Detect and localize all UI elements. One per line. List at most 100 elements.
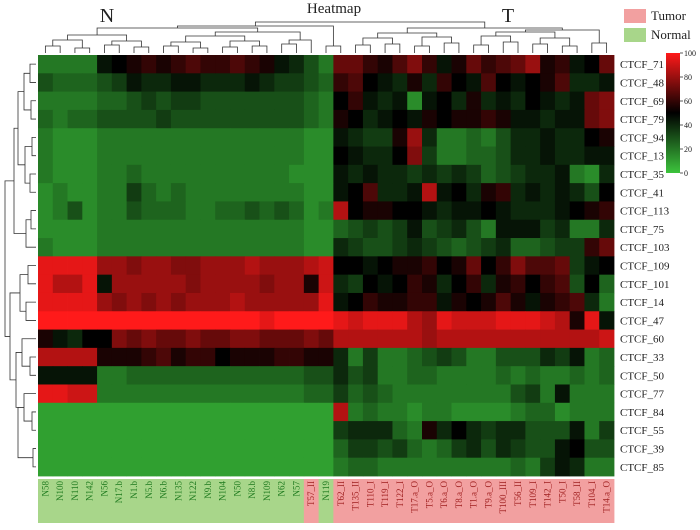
heatmap-cell (38, 146, 54, 166)
heatmap-cell (554, 366, 571, 385)
heatmap-cell (244, 366, 260, 385)
heatmap-cell (569, 366, 585, 385)
heatmap-cell (259, 109, 275, 129)
heatmap-cell (82, 146, 98, 166)
heatmap-cell (303, 402, 320, 422)
heatmap-cell (377, 457, 393, 477)
heatmap-cell (436, 146, 452, 166)
heatmap-cell (111, 128, 128, 147)
heatmap-cell (495, 329, 512, 349)
heatmap-cell (540, 238, 556, 257)
heatmap-cell (466, 164, 482, 184)
heatmap-cell (259, 256, 275, 276)
heatmap-cell (554, 146, 571, 166)
heatmap-cell (170, 311, 187, 330)
dendrogram-branch (222, 46, 238, 53)
heatmap-cell (126, 366, 142, 385)
heatmap-cell (362, 292, 379, 312)
heatmap-cell (436, 183, 452, 202)
heatmap-cell (569, 183, 585, 202)
heatmap-cell (333, 164, 349, 184)
heatmap-cell (436, 311, 452, 330)
dendrogram-branch (44, 45, 61, 53)
heatmap-cell (244, 384, 260, 404)
heatmap-cell (38, 402, 54, 422)
heatmap-cell (289, 366, 305, 385)
heatmap-cell (333, 219, 349, 239)
heatmap-cell (510, 384, 526, 404)
heatmap-cell (185, 146, 201, 166)
heatmap-cell (259, 73, 275, 92)
heatmap-cell (52, 219, 68, 239)
heatmap-cell (141, 384, 157, 404)
heatmap-cell (97, 128, 113, 147)
heatmap-cell (38, 219, 54, 239)
heatmap-cell (67, 347, 83, 367)
heatmap-cell (392, 128, 408, 147)
heatmap-cell (392, 183, 408, 202)
heatmap-cell (348, 256, 364, 276)
heatmap-cell (67, 55, 83, 74)
heatmap-cell (422, 164, 438, 184)
heatmap-cell (215, 109, 231, 129)
heatmap-cell (185, 292, 201, 312)
heatmap-cell (170, 128, 187, 147)
column-group-swatch (362, 479, 379, 523)
column-label: N9.b (203, 481, 213, 499)
heatmap-cell (82, 421, 98, 440)
heatmap-cell (481, 292, 497, 312)
heatmap-cell (185, 457, 201, 477)
heatmap-cell (510, 183, 526, 202)
column-label: N62 (277, 481, 287, 497)
column-label: N50 (232, 481, 242, 497)
heatmap-cell (170, 366, 187, 385)
heatmap-cell (259, 384, 275, 404)
heatmap-cell (156, 55, 172, 74)
heatmap-cell (466, 384, 482, 404)
heatmap-cell (392, 55, 408, 74)
heatmap-cell (333, 128, 349, 147)
heatmap-cell (525, 73, 541, 92)
heatmap-cell (333, 329, 349, 349)
heatmap-cell (82, 274, 98, 294)
heatmap-cell (348, 439, 364, 459)
heatmap-cell (510, 201, 526, 221)
heatmap-cell (97, 366, 113, 385)
column-label: T57_II (306, 481, 316, 506)
column-group-swatch (599, 479, 615, 523)
heatmap-cell (52, 439, 68, 459)
heatmap-cell (230, 457, 246, 477)
column-labels: N58 N100 N110 N142 N56 N17.b N1.b N5.b N6.b N135 N… (40, 481, 611, 514)
heatmap-cell (422, 55, 438, 74)
heatmap-cell (244, 274, 260, 294)
heatmap-cell (82, 384, 98, 404)
heatmap-cell (436, 292, 452, 312)
heatmap-cell (348, 164, 364, 184)
heatmap-cell (584, 238, 600, 257)
heatmap-cell (422, 256, 438, 276)
column-group-swatch (392, 479, 408, 523)
heatmap-cell (481, 183, 497, 202)
heatmap-cell (436, 164, 452, 184)
heatmap-cell (407, 274, 423, 294)
heatmap-cell (215, 384, 231, 404)
heatmap-cell (584, 421, 600, 440)
heatmap-cell (244, 55, 260, 74)
heatmap-cell (451, 238, 467, 257)
dendrogram-branch (17, 406, 33, 459)
heatmap-cell (407, 201, 423, 221)
heatmap-cell (436, 329, 452, 349)
dendrogram-branch (163, 45, 179, 53)
heatmap-cell (495, 128, 512, 147)
heatmap-cell (599, 402, 615, 422)
heatmap-cell (584, 256, 600, 276)
heatmap-cell (466, 201, 482, 221)
heatmap-cell (318, 384, 334, 404)
heatmap-cell (525, 439, 541, 459)
column-group-swatch (200, 479, 216, 523)
heatmap-cell (525, 164, 541, 184)
heatmap-cell (569, 164, 585, 184)
heatmap-cell (303, 109, 320, 129)
heatmap-cell (52, 238, 68, 257)
heatmap-cell (67, 366, 83, 385)
